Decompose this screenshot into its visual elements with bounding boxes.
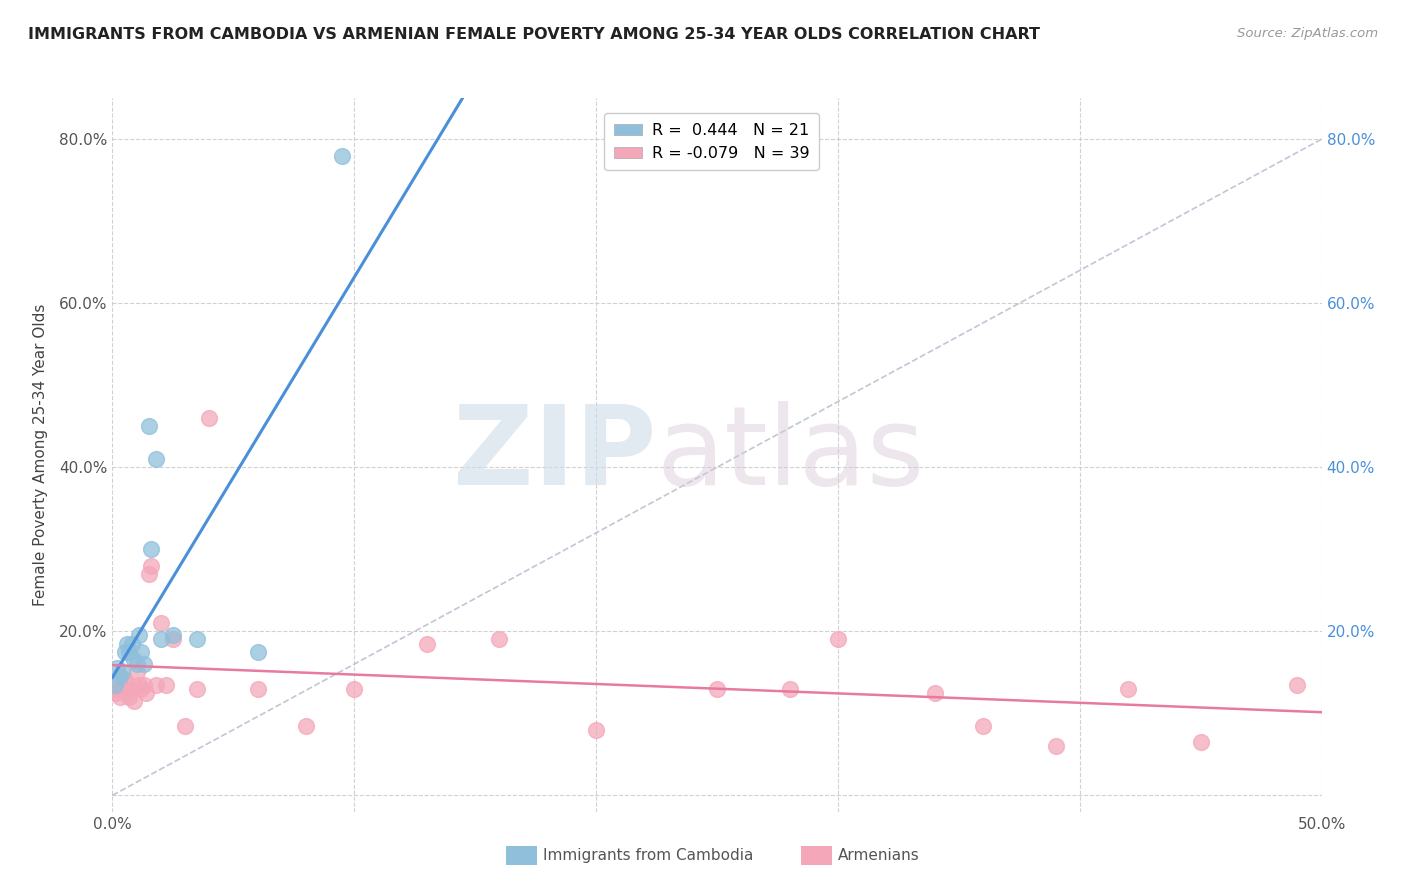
Point bbox=[330, 148, 353, 162]
Point bbox=[295, 718, 318, 732]
Point bbox=[108, 690, 131, 704]
Point bbox=[198, 411, 221, 425]
Point bbox=[104, 677, 127, 691]
Point bbox=[186, 681, 208, 696]
Point bbox=[122, 653, 145, 667]
Point bbox=[111, 681, 134, 696]
Point bbox=[145, 677, 167, 691]
Point bbox=[246, 645, 269, 659]
Point bbox=[125, 665, 148, 680]
Text: IMMIGRANTS FROM CAMBODIA VS ARMENIAN FEMALE POVERTY AMONG 25-34 YEAR OLDS CORREL: IMMIGRANTS FROM CAMBODIA VS ARMENIAN FEM… bbox=[28, 27, 1040, 42]
Point bbox=[186, 632, 208, 647]
Point bbox=[131, 681, 153, 696]
Text: Source: ZipAtlas.com: Source: ZipAtlas.com bbox=[1237, 27, 1378, 40]
Point bbox=[105, 661, 128, 675]
Point bbox=[128, 677, 150, 691]
Point bbox=[1286, 677, 1309, 691]
Point bbox=[141, 542, 163, 557]
Point bbox=[115, 636, 138, 650]
Point bbox=[343, 681, 366, 696]
Point bbox=[131, 645, 153, 659]
Point bbox=[135, 686, 157, 700]
Point bbox=[132, 677, 155, 691]
Point bbox=[104, 686, 127, 700]
Point bbox=[141, 558, 163, 573]
Point bbox=[118, 645, 141, 659]
Point bbox=[706, 681, 728, 696]
Legend: R =  0.444   N = 21, R = -0.079   N = 39: R = 0.444 N = 21, R = -0.079 N = 39 bbox=[605, 113, 820, 170]
Point bbox=[138, 419, 160, 434]
Point bbox=[115, 677, 138, 691]
Point bbox=[132, 657, 155, 671]
Point bbox=[118, 690, 141, 704]
Point bbox=[924, 686, 946, 700]
Point bbox=[121, 681, 143, 696]
Point bbox=[149, 616, 172, 631]
Text: Immigrants from Cambodia: Immigrants from Cambodia bbox=[543, 848, 754, 863]
Point bbox=[121, 636, 143, 650]
Point bbox=[138, 566, 160, 581]
Point bbox=[779, 681, 801, 696]
Point bbox=[111, 665, 134, 680]
Text: atlas: atlas bbox=[657, 401, 925, 508]
Point bbox=[125, 657, 148, 671]
Point bbox=[145, 452, 167, 467]
Point bbox=[416, 636, 439, 650]
Text: Armenians: Armenians bbox=[838, 848, 920, 863]
Point bbox=[114, 673, 136, 688]
Point bbox=[108, 669, 131, 683]
Point bbox=[128, 628, 150, 642]
Point bbox=[488, 632, 510, 647]
Point bbox=[585, 723, 607, 737]
Point bbox=[114, 645, 136, 659]
Point bbox=[162, 628, 184, 642]
Point bbox=[827, 632, 849, 647]
Point bbox=[155, 677, 177, 691]
Text: ZIP: ZIP bbox=[453, 401, 657, 508]
Point bbox=[1045, 739, 1067, 753]
Point bbox=[122, 694, 145, 708]
Point bbox=[972, 718, 994, 732]
Point bbox=[105, 681, 128, 696]
Point bbox=[115, 686, 138, 700]
Point bbox=[162, 632, 184, 647]
Point bbox=[174, 718, 197, 732]
Point bbox=[1116, 681, 1139, 696]
Y-axis label: Female Poverty Among 25-34 Year Olds: Female Poverty Among 25-34 Year Olds bbox=[32, 304, 48, 606]
Point bbox=[246, 681, 269, 696]
Point bbox=[1189, 735, 1212, 749]
Point bbox=[149, 632, 172, 647]
